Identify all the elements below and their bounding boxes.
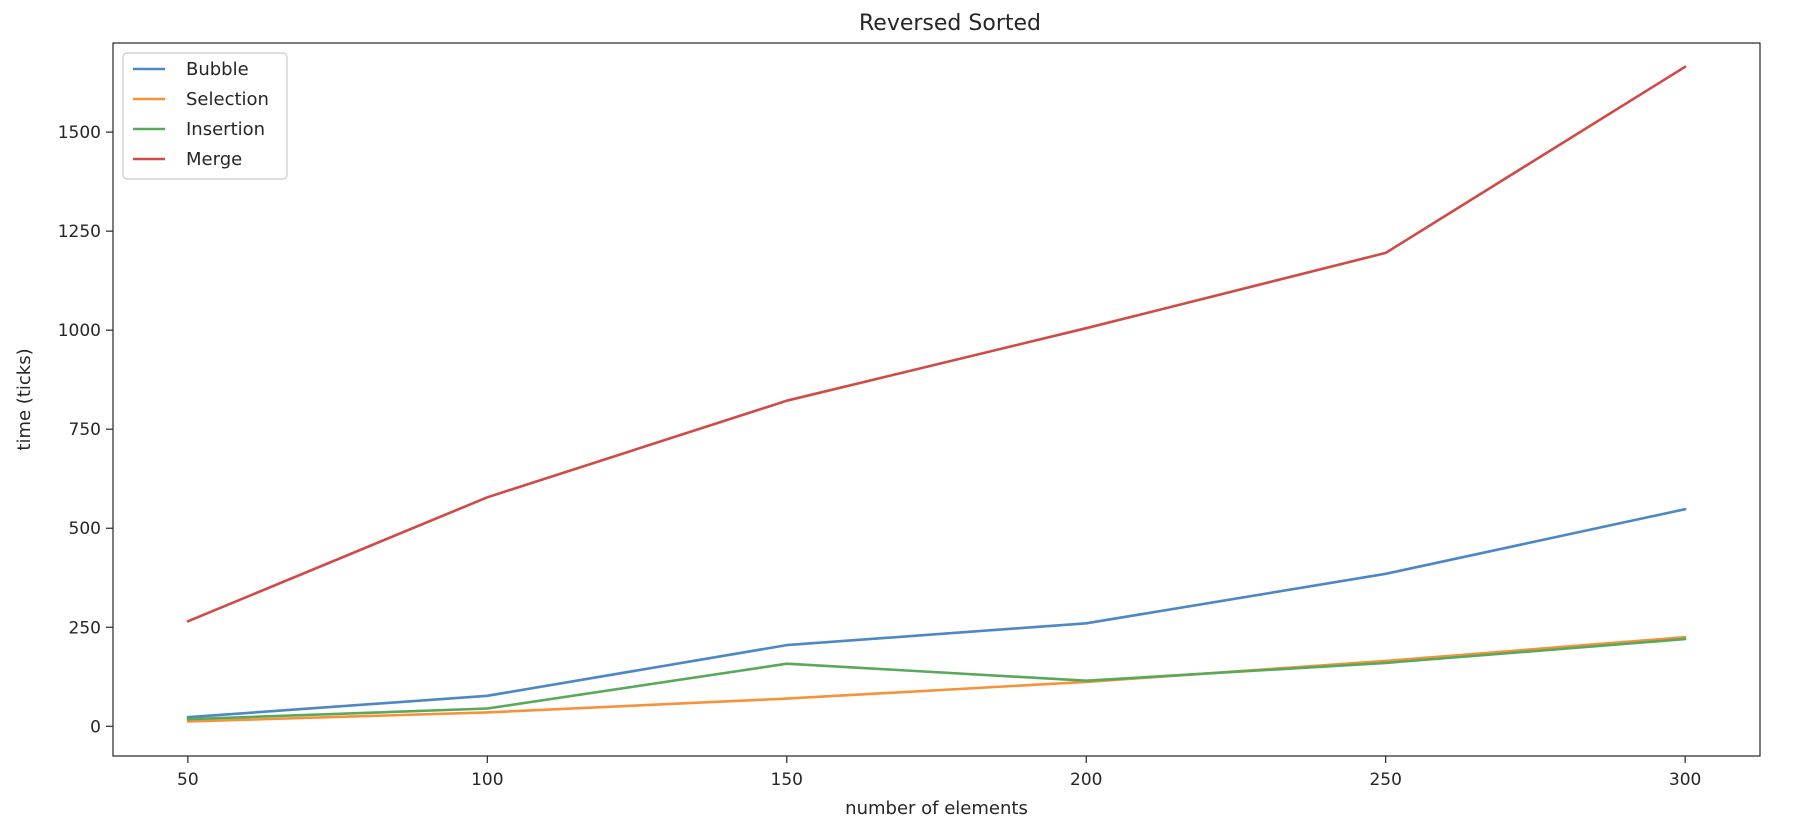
y-tick-label: 0 xyxy=(90,717,101,737)
y-tick-label: 250 xyxy=(69,618,101,638)
series-line-insertion xyxy=(186,637,1687,721)
chart-title: Reversed Sorted xyxy=(859,11,1041,36)
x-tick-label: 50 xyxy=(177,770,199,790)
legend-label-selection: Selection xyxy=(186,89,269,110)
x-tick-label: 300 xyxy=(1669,770,1701,790)
legend-box xyxy=(122,52,288,180)
y-tick-label: 750 xyxy=(69,420,101,440)
x-tick-label: 150 xyxy=(771,770,803,790)
legend-label-insertion: Insertion xyxy=(186,119,265,140)
x-axis: 50 100 150 200 250 300 xyxy=(177,756,1701,790)
series-line-selection xyxy=(186,635,1687,723)
plot-frame xyxy=(112,42,1761,757)
plot-area xyxy=(186,65,1687,723)
y-axis-label: time (ticks) xyxy=(14,348,35,450)
legend-label-merge: Merge xyxy=(186,149,242,170)
legend: Bubble Selection Insertion Merge xyxy=(122,52,288,180)
series-line-bubble xyxy=(186,507,1687,719)
legend-label-bubble: Bubble xyxy=(186,59,249,80)
x-tick-label: 200 xyxy=(1070,770,1102,790)
y-axis: 0 250 500 750 1000 1250 1500 xyxy=(58,123,113,737)
x-axis-label: number of elements xyxy=(845,798,1028,819)
y-tick-label: 1250 xyxy=(58,222,101,242)
y-tick-label: 1000 xyxy=(58,321,101,341)
series-line-merge xyxy=(186,65,1687,623)
x-tick-label: 100 xyxy=(471,770,503,790)
y-tick-label: 1500 xyxy=(58,123,101,143)
x-tick-label: 250 xyxy=(1369,770,1401,790)
y-tick-label: 500 xyxy=(69,519,101,539)
